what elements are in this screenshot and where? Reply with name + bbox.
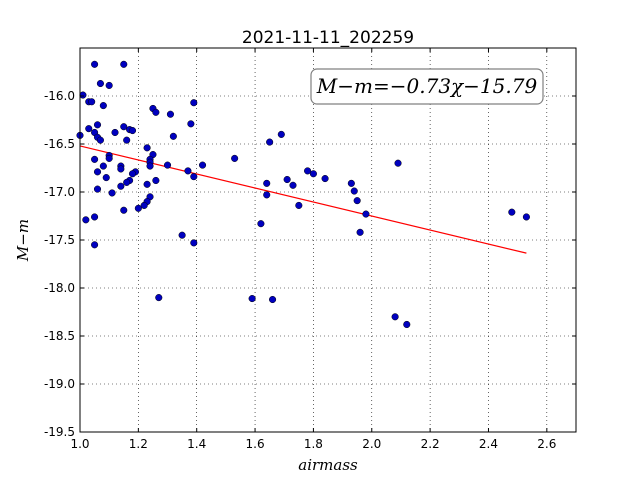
x-tick-label: 1.4 <box>187 437 206 451</box>
data-point <box>85 125 93 133</box>
data-point <box>105 81 113 89</box>
data-point <box>143 144 151 152</box>
annotation-box <box>310 68 544 105</box>
data-point <box>269 295 277 304</box>
data-point <box>120 123 128 131</box>
data-point <box>190 99 198 107</box>
data-point <box>143 180 151 188</box>
data-point <box>277 130 285 138</box>
y-tick-label: -18.5 <box>44 329 75 343</box>
data-point <box>295 201 303 209</box>
x-tick-label: 1.0 <box>70 437 89 451</box>
x-tick-label: 2.2 <box>421 437 440 451</box>
data-point <box>248 295 256 303</box>
data-point <box>93 185 102 193</box>
chart-title: 2021-11-11_202259 <box>242 28 414 48</box>
y-tick-label: -19.0 <box>44 377 75 391</box>
fit-line <box>79 145 527 254</box>
data-point <box>146 162 154 170</box>
data-point <box>362 210 370 218</box>
data-point <box>82 216 90 224</box>
x-tick-label: 1.2 <box>129 437 148 451</box>
data-point <box>111 128 119 137</box>
data-point <box>321 175 329 183</box>
data-point <box>99 102 107 110</box>
data-point <box>190 173 198 181</box>
data-point <box>184 167 192 175</box>
data-point <box>105 154 113 162</box>
data-point <box>79 91 87 99</box>
x-tick-label: 1.6 <box>246 437 265 451</box>
data-point <box>91 155 99 163</box>
data-point <box>266 138 274 146</box>
data-point <box>91 60 99 68</box>
data-point <box>263 191 271 199</box>
data-point <box>102 174 110 182</box>
data-point <box>91 213 99 221</box>
data-point <box>93 168 102 176</box>
data-point <box>257 220 265 228</box>
data-point <box>166 110 174 118</box>
data-point <box>117 165 125 173</box>
data-point <box>108 189 116 197</box>
data-point <box>152 176 160 185</box>
data-point <box>394 159 402 167</box>
fit-line-group <box>79 145 527 254</box>
data-point <box>508 208 516 216</box>
data-point <box>123 178 131 186</box>
y-tick-label: -18.0 <box>44 281 75 295</box>
data-point <box>96 79 104 88</box>
data-point <box>356 228 364 236</box>
data-point <box>163 161 172 169</box>
data-point <box>263 179 271 187</box>
data-point <box>120 60 128 68</box>
data-point <box>391 313 399 321</box>
x-tick-label: 2.6 <box>537 437 556 451</box>
data-point <box>231 154 239 162</box>
y-tick-label: -16.5 <box>44 137 75 151</box>
data-point <box>88 98 96 106</box>
data-point <box>91 241 99 249</box>
y-tick-label: -16.0 <box>44 89 75 103</box>
x-tick-label: 2.4 <box>479 437 498 451</box>
data-point <box>522 213 530 221</box>
data-point <box>96 136 104 144</box>
data-point <box>128 170 137 178</box>
x-axis-label: airmass <box>298 456 358 474</box>
data-point <box>152 108 160 116</box>
data-point <box>120 206 128 214</box>
x-tick-label: 1.8 <box>304 437 323 451</box>
data-point <box>93 121 102 129</box>
fit-equation: M−m=−0.73χ−15.79 <box>316 74 538 98</box>
data-point <box>128 127 137 135</box>
data-point <box>289 181 297 189</box>
data-point <box>353 197 361 205</box>
data-point <box>134 204 142 212</box>
data-point <box>155 294 163 302</box>
data-point <box>283 175 291 184</box>
data-point <box>169 132 177 140</box>
data-point <box>178 231 186 239</box>
data-point <box>198 161 207 169</box>
y-axis-label: M−m <box>14 219 32 262</box>
data-point <box>309 170 317 178</box>
data-point <box>123 136 131 144</box>
y-tick-label: -17.5 <box>44 233 75 247</box>
fit-annotation: M−m=−0.73χ−15.79 <box>310 68 544 105</box>
points-group <box>76 60 530 329</box>
data-point <box>190 239 198 247</box>
data-point <box>187 120 195 128</box>
data-point <box>140 201 148 209</box>
data-point <box>99 162 107 170</box>
data-point <box>304 167 312 175</box>
data-point <box>350 187 358 195</box>
data-point <box>117 182 125 190</box>
y-tick-label: -17.0 <box>44 185 75 199</box>
y-tick-label: -19.5 <box>44 425 75 439</box>
data-point <box>403 320 411 329</box>
data-point <box>347 179 355 187</box>
x-tick-label: 2.0 <box>362 437 381 451</box>
ticks: 1.0 1.2 1.4 1.6 1.8 2.0 2.2 2.4 2.6 -16.0 -16.5 -17… <box>44 48 576 451</box>
